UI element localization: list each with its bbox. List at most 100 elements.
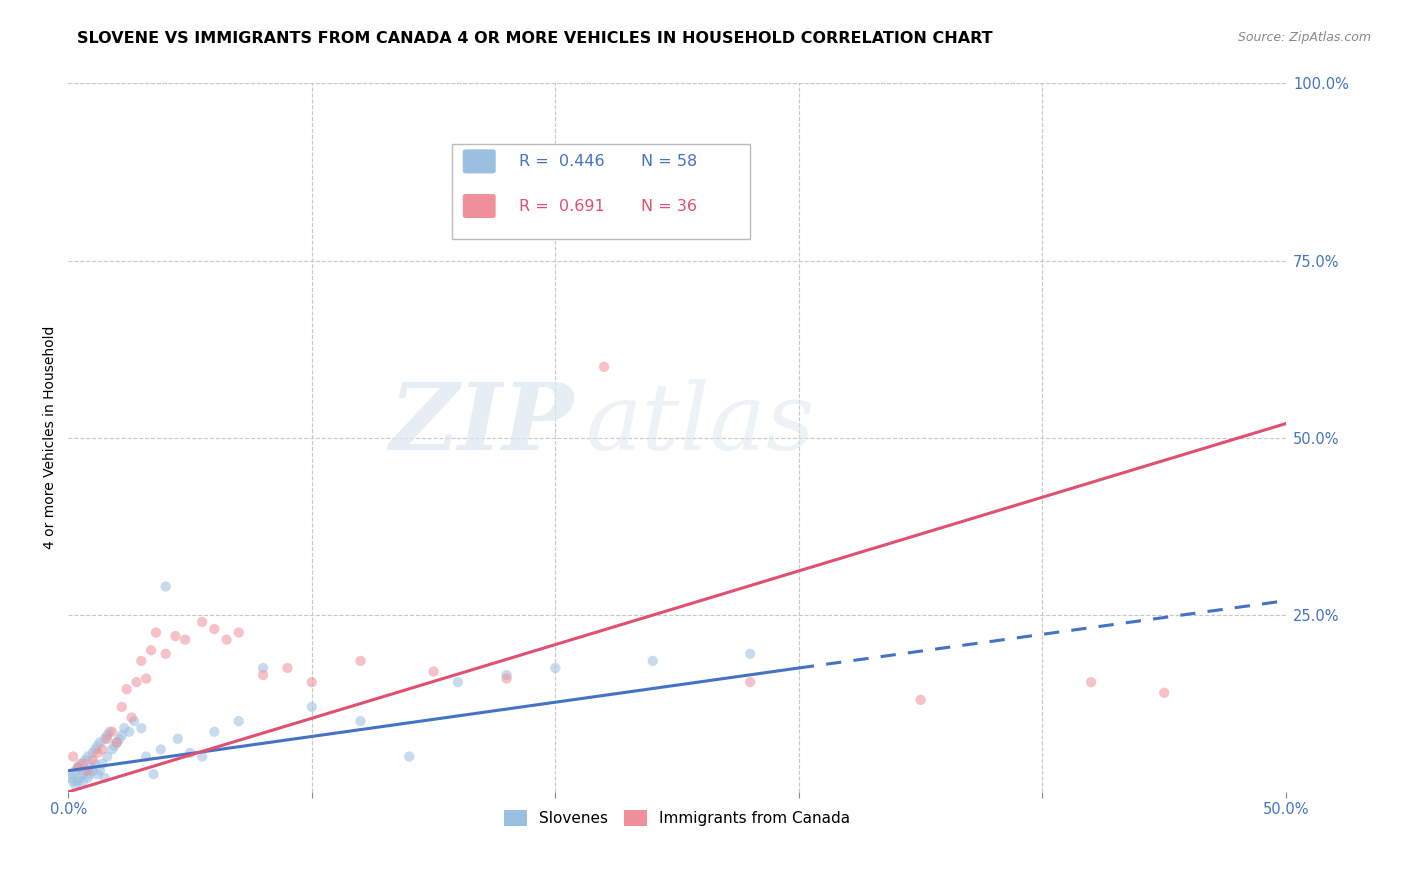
Text: R =  0.691: R = 0.691 (519, 199, 605, 213)
Point (79, 767, 101, 781)
Point (740, 647, 762, 661)
Point (79, 760, 101, 774)
Point (108, 731, 131, 746)
Point (276, 661, 298, 675)
Text: atlas: atlas (586, 378, 815, 468)
Point (422, 665, 444, 679)
Point (66, 760, 89, 774)
Point (191, 615, 214, 629)
FancyBboxPatch shape (451, 144, 751, 239)
Point (105, 735, 128, 749)
Point (447, 675, 470, 690)
Point (62, 749, 84, 764)
Point (215, 632, 238, 647)
Point (72, 767, 94, 781)
Point (94, 731, 117, 746)
Legend: Slovenes, Immigrants from Canada: Slovenes, Immigrants from Canada (496, 803, 858, 834)
Point (398, 749, 420, 764)
Point (122, 714, 145, 728)
Point (98, 724, 121, 739)
Point (75, 764, 97, 778)
Point (544, 661, 567, 675)
Point (191, 749, 214, 764)
Text: SLOVENE VS IMMIGRANTS FROM CANADA 4 OR MORE VEHICLES IN HOUSEHOLD CORRELATION CH: SLOVENE VS IMMIGRANTS FROM CANADA 4 OR M… (77, 31, 993, 46)
Point (69, 756, 91, 771)
Point (495, 672, 517, 686)
Point (82, 746, 104, 760)
Point (202, 724, 225, 739)
Point (145, 625, 167, 640)
Point (82, 753, 104, 767)
Text: N = 58: N = 58 (641, 154, 697, 169)
FancyBboxPatch shape (463, 194, 496, 218)
Point (96, 728, 118, 742)
Point (66, 760, 89, 774)
Y-axis label: 4 or more Vehicles in Household: 4 or more Vehicles in Household (44, 326, 58, 549)
Point (228, 625, 250, 640)
Point (89, 735, 111, 749)
Point (166, 731, 188, 746)
Point (82, 764, 104, 778)
Point (301, 675, 323, 690)
Point (495, 668, 517, 682)
Text: Source: ZipAtlas.com: Source: ZipAtlas.com (1237, 31, 1371, 45)
Point (228, 714, 250, 728)
Point (1153, 686, 1175, 700)
Point (129, 721, 152, 735)
Point (65, 778, 87, 792)
Point (59, 771, 82, 785)
Point (96, 731, 118, 746)
Text: R =  0.446: R = 0.446 (519, 154, 605, 169)
Point (252, 661, 274, 675)
FancyBboxPatch shape (463, 149, 496, 173)
Point (103, 739, 125, 753)
Point (76, 749, 98, 764)
Point (301, 700, 323, 714)
Point (66, 774, 89, 789)
Point (101, 724, 124, 739)
Point (72, 774, 94, 789)
Point (101, 742, 124, 756)
Point (111, 728, 134, 742)
Point (84, 742, 107, 756)
Point (105, 735, 128, 749)
Point (94, 771, 117, 785)
Point (86, 739, 108, 753)
Point (202, 622, 225, 636)
Point (96, 749, 118, 764)
Point (129, 654, 152, 668)
Point (118, 724, 141, 739)
Point (121, 710, 143, 724)
Point (62, 774, 84, 789)
Point (139, 643, 162, 657)
Point (174, 632, 197, 647)
Point (142, 767, 165, 781)
Point (740, 675, 762, 690)
Text: ZIP: ZIP (389, 378, 574, 468)
Point (252, 668, 274, 682)
Point (69, 771, 91, 785)
Point (641, 654, 664, 668)
Point (125, 675, 148, 690)
Point (76, 771, 98, 785)
Point (65, 764, 87, 778)
Point (1080, 675, 1102, 690)
Point (86, 767, 108, 781)
Point (149, 742, 172, 756)
Point (349, 654, 371, 668)
Point (155, 647, 177, 661)
Point (112, 721, 135, 735)
Point (75, 753, 97, 767)
Point (76, 764, 98, 778)
Point (72, 756, 94, 771)
Text: N = 36: N = 36 (641, 199, 696, 213)
Point (91, 742, 114, 756)
Point (62, 767, 84, 781)
Point (86, 746, 108, 760)
Point (179, 746, 201, 760)
Point (165, 629, 187, 643)
Point (593, 359, 616, 374)
Point (155, 579, 177, 593)
Point (115, 682, 138, 697)
Point (135, 749, 157, 764)
